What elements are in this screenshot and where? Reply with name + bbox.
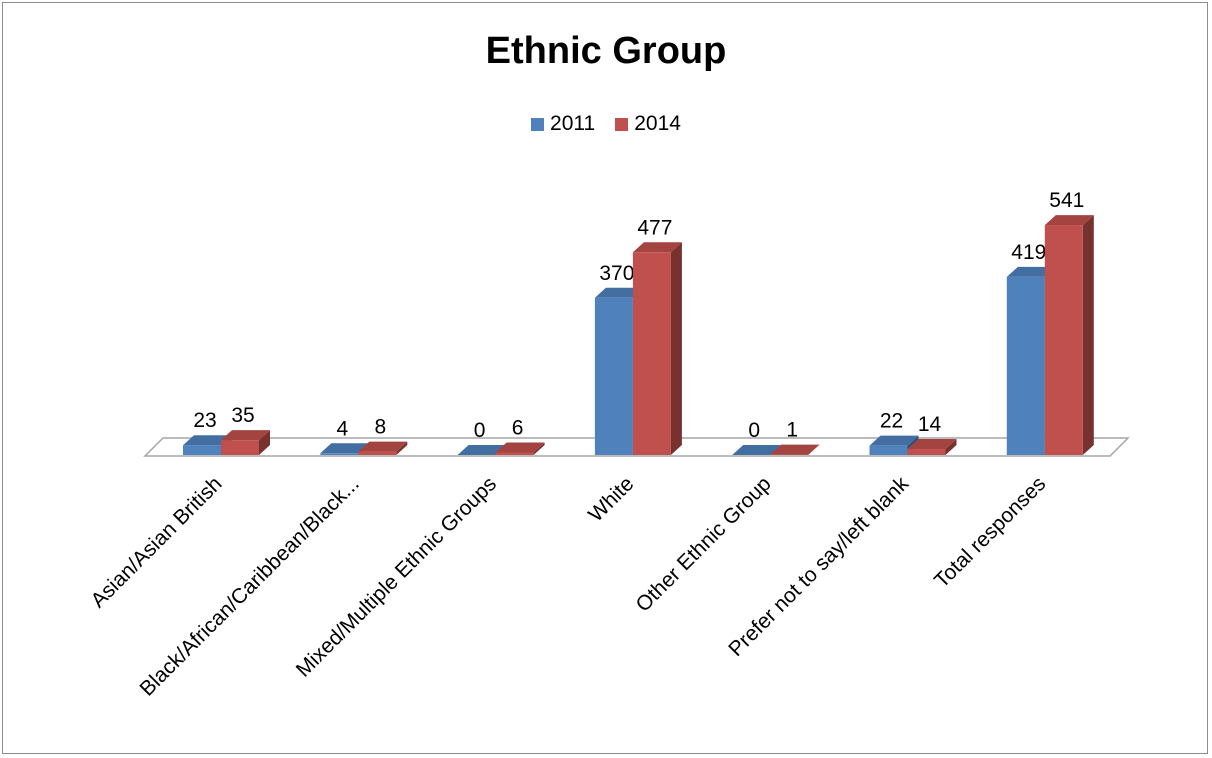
bar-side-2014-0 bbox=[259, 430, 270, 455]
data-label-2011-6: 419 bbox=[1011, 241, 1046, 264]
bar-2014-0 bbox=[221, 440, 259, 455]
chart-legend: 2011 2014 bbox=[0, 112, 1212, 136]
x-tick-label-6: Total responses bbox=[930, 472, 1050, 592]
bar-2014-5 bbox=[907, 449, 946, 455]
x-tick-label-1: Black/African/Caribbean/Black... bbox=[135, 472, 363, 700]
bar-top-2011-0 bbox=[183, 435, 232, 446]
data-label-2011-0: 23 bbox=[193, 409, 216, 432]
data-label-2014-6: 541 bbox=[1049, 189, 1084, 212]
legend-label-2014: 2014 bbox=[634, 112, 681, 135]
bar-top-2011-4 bbox=[732, 445, 782, 455]
bar-2014-2 bbox=[495, 452, 534, 455]
bar-top-2014-5 bbox=[907, 439, 957, 450]
bar-top-2011-2 bbox=[457, 445, 507, 455]
data-label-2014-0: 35 bbox=[231, 404, 254, 427]
x-tick-label-3: White bbox=[584, 472, 638, 526]
bar-side-2014-2 bbox=[533, 442, 545, 455]
x-tick-label-4: Other Ethnic Group bbox=[632, 472, 776, 616]
legend-item-2011: 2011 bbox=[531, 112, 595, 136]
bar-top-2014-6 bbox=[1044, 215, 1094, 226]
bar-2011-6 bbox=[1006, 276, 1045, 455]
bar-top-2011-6 bbox=[1006, 266, 1056, 277]
legend-item-2014: 2014 bbox=[615, 112, 681, 136]
bar-top-2014-3 bbox=[632, 242, 682, 253]
bar-side-2014-1 bbox=[396, 441, 408, 455]
bar-top-2011-3 bbox=[594, 287, 644, 298]
data-label-2011-2: 0 bbox=[474, 419, 486, 442]
bar-2011-1 bbox=[320, 453, 359, 455]
data-label-2014-2: 6 bbox=[512, 416, 524, 439]
data-label-2011-1: 4 bbox=[336, 417, 348, 440]
data-label-2011-3: 370 bbox=[599, 262, 634, 285]
legend-label-2011: 2011 bbox=[550, 112, 596, 135]
bar-top-2014-1 bbox=[358, 441, 408, 452]
data-label-2014-5: 14 bbox=[918, 413, 942, 436]
bar-side-2014-6 bbox=[1082, 215, 1094, 455]
bar-2014-1 bbox=[358, 451, 397, 455]
data-label-2014-1: 8 bbox=[374, 416, 386, 439]
bar-side-2014-4 bbox=[808, 444, 820, 455]
bar-side-2014-5 bbox=[945, 439, 957, 455]
data-label-2011-5: 22 bbox=[880, 410, 903, 433]
legend-swatch-2011 bbox=[531, 117, 545, 131]
bar-2014-6 bbox=[1044, 225, 1083, 455]
legend-swatch-2014 bbox=[615, 117, 629, 131]
data-label-2014-3: 477 bbox=[637, 216, 672, 239]
chart-title: Ethnic Group bbox=[485, 30, 727, 72]
bar-top-2011-5 bbox=[869, 435, 919, 446]
bar-side-2014-3 bbox=[670, 242, 682, 455]
data-label-2011-4: 0 bbox=[748, 419, 760, 442]
bar-top-2011-1 bbox=[320, 443, 370, 454]
bar-2011-5 bbox=[869, 445, 908, 455]
bar-2014-3 bbox=[632, 252, 671, 455]
bar-2011-0 bbox=[183, 445, 221, 455]
x-tick-label-0: Asian/Asian British bbox=[86, 472, 226, 612]
bar-top-2014-2 bbox=[495, 442, 545, 453]
bar-top-2014-0 bbox=[221, 430, 270, 441]
data-label-2014-4: 1 bbox=[786, 419, 798, 442]
bar-2011-3 bbox=[594, 297, 633, 455]
bar-top-2014-4 bbox=[770, 444, 820, 455]
